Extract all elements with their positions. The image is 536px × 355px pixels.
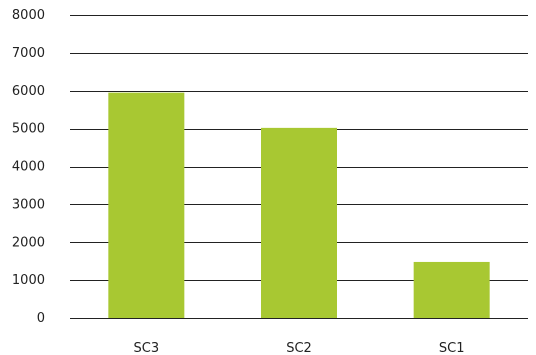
y-tick-label-1000: 1000 — [12, 273, 45, 288]
x-category-label-sc1: SC1 — [439, 341, 465, 355]
y-axis-tick-labels: 0 1000 2000 3000 4000 5000 6000 7000 8000 — [12, 8, 45, 326]
bar-sc2 — [261, 127, 337, 319]
y-tick-label-6000: 6000 — [12, 84, 45, 99]
y-tick-label-5000: 5000 — [12, 122, 45, 137]
x-category-label-sc2: SC2 — [286, 341, 312, 355]
y-tick-label-7000: 7000 — [12, 46, 45, 61]
x-axis-category-labels: SC3 SC2 SC1 — [134, 341, 465, 355]
y-tick-label-8000: 8000 — [12, 8, 45, 23]
bars — [108, 92, 490, 319]
x-category-label-sc3: SC3 — [134, 341, 160, 355]
y-tick-label-3000: 3000 — [12, 197, 45, 212]
bar-sc3 — [108, 92, 185, 318]
bar-sc1 — [413, 261, 490, 318]
y-tick-label-4000: 4000 — [12, 160, 45, 175]
y-tick-label-0: 0 — [37, 311, 45, 326]
y-tick-label-2000: 2000 — [12, 235, 45, 250]
